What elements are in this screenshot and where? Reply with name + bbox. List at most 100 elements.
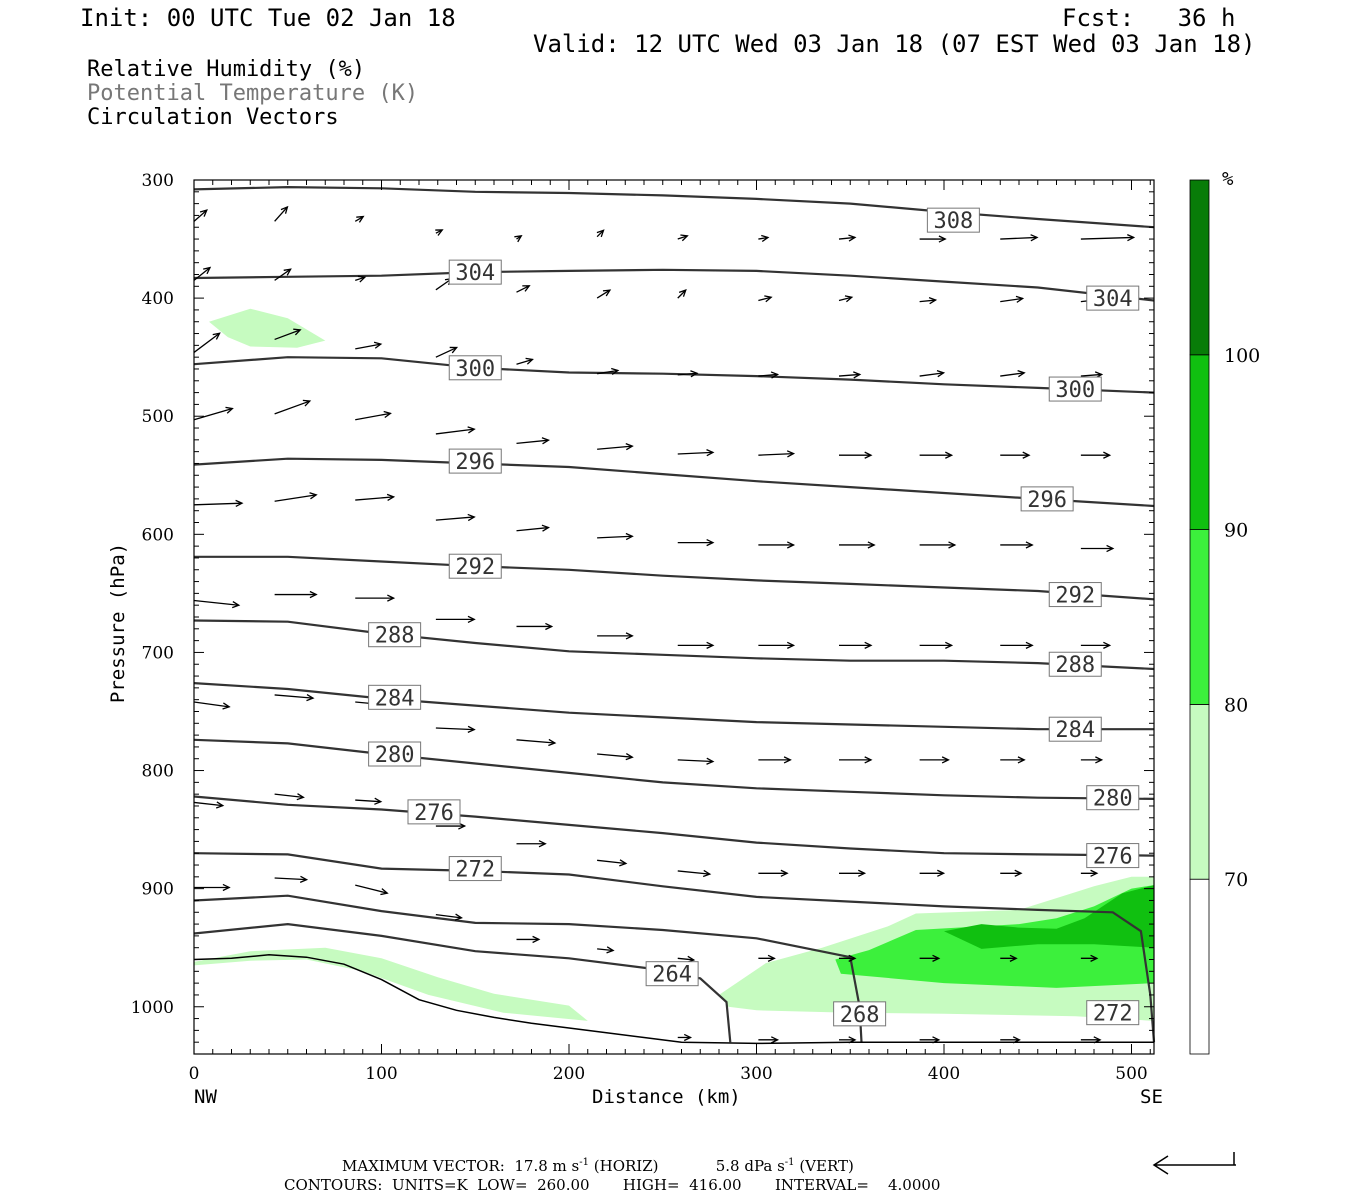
- circulation-vector: [839, 641, 873, 649]
- vector-head: [867, 541, 876, 549]
- circulation-vector: [516, 437, 550, 445]
- circulation-vector: [919, 756, 950, 764]
- vert-exponent: -1: [784, 1157, 795, 1168]
- vector-head: [848, 954, 857, 962]
- theta-contour-288: [193, 619, 1155, 671]
- vector-head: [222, 702, 231, 710]
- vector-head: [541, 437, 550, 445]
- contour-label-box: [1086, 785, 1140, 811]
- contour-label-box: [368, 622, 422, 648]
- contour-label-304: 304: [1086, 285, 1140, 312]
- vector-head: [545, 622, 554, 631]
- contour-label-box: [645, 961, 699, 987]
- vector-head: [1012, 1036, 1021, 1044]
- contour-label-text: 272: [455, 858, 495, 883]
- contour-label-284: 284: [1048, 716, 1102, 743]
- rh-region-70: [194, 947, 588, 1021]
- vector-shaft: [677, 957, 694, 961]
- vector-shaft: [274, 694, 314, 699]
- vector-head: [853, 371, 862, 379]
- vector-head: [706, 538, 715, 547]
- vector-head: [683, 1033, 693, 1042]
- vector-head: [386, 493, 396, 501]
- vector-head: [1017, 756, 1026, 764]
- contour-label-276: 276: [1086, 843, 1140, 870]
- x-end-label-se: SE: [1140, 1086, 1163, 1108]
- vector-head: [435, 229, 444, 236]
- circulation-vector: [758, 641, 796, 649]
- vector-head: [1090, 869, 1099, 877]
- circulation-vector: [274, 328, 302, 341]
- contour-label-box: [448, 259, 502, 285]
- circulation-vector: [758, 541, 796, 549]
- circulation-vector: [193, 406, 234, 421]
- circulation-vector: [1080, 1036, 1102, 1044]
- vector-shaft: [516, 526, 549, 532]
- field-label-theta: Potential Temperature (K): [87, 81, 419, 106]
- vector-shaft: [677, 759, 713, 763]
- circulation-vector: [919, 451, 954, 459]
- x-axis-title: Distance (km): [592, 1086, 741, 1108]
- vector-shaft: [596, 289, 611, 299]
- vector-shaft: [758, 296, 772, 302]
- vector-head: [937, 869, 946, 877]
- vector-head: [932, 1036, 941, 1044]
- colorbar-label: 100: [1224, 345, 1260, 367]
- circulation-vector: [516, 738, 557, 747]
- vector-shaft: [516, 358, 533, 365]
- circulation-vector: [355, 275, 367, 283]
- vector-head: [706, 641, 715, 649]
- vector-head: [864, 641, 873, 649]
- circulation-vector: [919, 235, 947, 243]
- contour-label-300: 300: [1048, 376, 1102, 403]
- vector-head: [235, 499, 244, 508]
- colorbar-segment: [1189, 354, 1210, 530]
- circulation-vector: [514, 235, 523, 243]
- vector-shaft: [838, 296, 852, 302]
- vector-head: [625, 632, 634, 640]
- vector-head: [864, 756, 873, 764]
- colorbar-segment: [1189, 704, 1210, 880]
- circulation-vector: [758, 954, 776, 962]
- vector-head: [761, 234, 770, 243]
- rh-region-70: [209, 308, 326, 348]
- vector-shaft: [677, 235, 688, 240]
- vector-head: [1017, 370, 1026, 378]
- circulation-vector: [597, 946, 615, 954]
- vector-shaft: [597, 535, 633, 539]
- circulation-vector: [677, 289, 687, 299]
- circulation-vector: [435, 725, 476, 733]
- vector-head: [858, 869, 867, 877]
- horiz-exponent: -1: [579, 1157, 589, 1168]
- vector-head: [783, 756, 792, 764]
- field-label-vectors: Circulation Vectors: [87, 105, 339, 130]
- vector-shaft: [193, 267, 211, 281]
- vector-head: [848, 1036, 857, 1044]
- vector-head: [1103, 451, 1112, 459]
- vector-head: [357, 275, 367, 283]
- vector-shaft: [1000, 297, 1023, 303]
- contour-label-text: 304: [455, 261, 495, 286]
- colorbar: 70 80 90 100: [1189, 179, 1260, 1055]
- contour-label-276: 276: [407, 799, 461, 826]
- contour-label-box: [407, 799, 461, 825]
- vector-shaft: [355, 799, 381, 803]
- max-vector-horiz: 17.8 m s: [514, 1157, 580, 1175]
- colorbar-segment: [1189, 878, 1210, 1055]
- contour-label-box: [448, 553, 502, 579]
- circulation-vector: [677, 641, 715, 649]
- contour-label-296: 296: [448, 448, 502, 475]
- circulation-vector: [758, 234, 770, 243]
- contour-label-box: [1048, 582, 1102, 608]
- max-vector-vert-unit: (VERT): [799, 1157, 854, 1175]
- circulation-vector: [193, 499, 244, 508]
- vector-head: [945, 451, 954, 459]
- vector-head: [374, 797, 383, 805]
- theta-contour-292: [194, 555, 1155, 601]
- vector-shaft: [758, 452, 794, 456]
- circulation-vector: [193, 701, 231, 710]
- circulation-vector: [435, 913, 463, 921]
- circulation-vector: [1000, 370, 1026, 378]
- contour-label-text: 276: [1093, 845, 1133, 870]
- circulation-vector: [838, 371, 862, 379]
